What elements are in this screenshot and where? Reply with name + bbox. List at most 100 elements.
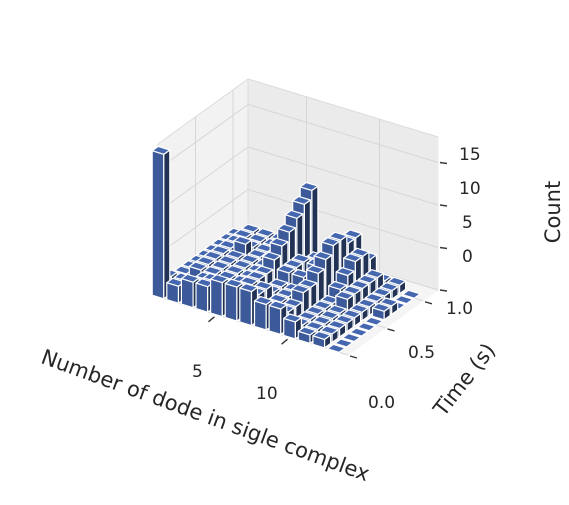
bar-side — [163, 149, 171, 300]
z-tick — [439, 289, 448, 292]
bar-top — [350, 247, 370, 257]
bar-top — [218, 255, 238, 265]
z-tick-label-5: 5 — [462, 213, 473, 233]
bar-x13-y0.5 — [364, 316, 384, 326]
bar-x13-y0.4 — [356, 322, 376, 332]
y-tick-label-0.0: 0.0 — [368, 393, 395, 413]
bar-top — [292, 195, 311, 205]
bar-front — [151, 150, 165, 300]
z-grid-right — [247, 189, 439, 248]
bar-top — [357, 298, 377, 308]
bar-x10-y0.0 — [283, 313, 302, 340]
z-tick-label-15: 15 — [459, 145, 481, 165]
bar-top — [196, 256, 216, 266]
bar-top — [334, 314, 354, 324]
bar-top — [312, 330, 332, 340]
z-grid-right — [247, 104, 439, 163]
bar-top — [254, 280, 274, 290]
bar-top — [394, 295, 414, 305]
bar-top — [232, 259, 252, 269]
bar-front — [239, 287, 253, 327]
bar-top — [342, 309, 362, 319]
bar-top — [276, 264, 296, 274]
bar-top — [283, 313, 302, 323]
bar-top — [298, 278, 318, 288]
bar-top — [291, 253, 311, 263]
bar-top — [298, 311, 317, 321]
bar-top — [211, 245, 231, 255]
bar-x13-y0.6 — [371, 302, 391, 321]
y-axis-label: Time (s) — [428, 339, 500, 422]
bar-front — [253, 300, 267, 331]
bar-top — [284, 259, 304, 269]
z-grid-right — [247, 146, 439, 206]
y-tick — [424, 301, 433, 305]
bar-top — [365, 269, 385, 279]
bar-top — [343, 253, 362, 263]
bar-top — [233, 235, 253, 245]
bar-front — [210, 278, 223, 318]
bar-top — [255, 228, 275, 238]
bar-top — [277, 223, 296, 233]
y-tick — [387, 328, 395, 332]
bar-front — [268, 304, 282, 336]
bar-top — [247, 248, 267, 258]
bar-top — [372, 287, 392, 297]
bar-front — [195, 282, 209, 313]
bar-top — [379, 282, 399, 292]
bar-top — [284, 209, 304, 219]
bar-top — [203, 266, 223, 276]
bar-top — [297, 326, 317, 336]
bar-top — [319, 325, 339, 335]
bar-x12-y0.0 — [312, 330, 332, 349]
pane-edge — [247, 78, 439, 138]
y-tick-label-1.0: 1.0 — [446, 299, 473, 319]
bar-top — [387, 276, 407, 286]
bar-top — [224, 278, 244, 288]
bar-top — [379, 297, 399, 307]
bar-top — [239, 283, 259, 293]
bar-top — [327, 304, 347, 314]
bar-top — [335, 290, 355, 300]
bar-top — [349, 303, 369, 313]
bar-top — [401, 289, 421, 299]
x-axis-label: Number of dode in sigle complex — [38, 345, 373, 486]
bar-top — [240, 254, 260, 264]
bar-top — [341, 333, 361, 343]
y-tick-label-0.5: 0.5 — [408, 343, 435, 363]
bar-top — [268, 300, 288, 310]
bar-top — [320, 310, 340, 320]
bar-top — [210, 260, 230, 270]
bar-top — [269, 237, 289, 247]
bar-top — [327, 320, 347, 330]
bar-top — [328, 280, 347, 290]
bar-top — [283, 298, 303, 308]
bar-top — [180, 273, 200, 283]
bar-x1-y0.0 — [151, 145, 171, 300]
bar-x13-y0.0 — [326, 343, 346, 353]
bar-top — [241, 223, 261, 233]
bar-top — [342, 285, 362, 295]
bar-top — [371, 302, 391, 312]
bar-top — [188, 261, 208, 271]
z-tick-label-10: 10 — [459, 179, 481, 199]
bar-top — [203, 250, 223, 260]
tick-marks — [208, 161, 448, 359]
bar-top — [151, 145, 171, 155]
x-tick — [281, 338, 288, 345]
bar-top — [306, 264, 325, 274]
bar-top — [253, 296, 273, 306]
bar-top — [262, 251, 281, 261]
bar-top — [269, 278, 289, 288]
bar-top — [349, 327, 369, 337]
bar-x13-y1.0 — [401, 289, 421, 299]
bars — [151, 145, 421, 353]
bar-top — [248, 233, 268, 243]
bar-top — [225, 265, 245, 275]
bar-top — [239, 276, 259, 286]
bar-top — [364, 316, 384, 326]
z-tick — [439, 246, 448, 250]
x-tick-label-10: 10 — [256, 384, 278, 404]
bar-x13-y0.3 — [349, 327, 369, 337]
